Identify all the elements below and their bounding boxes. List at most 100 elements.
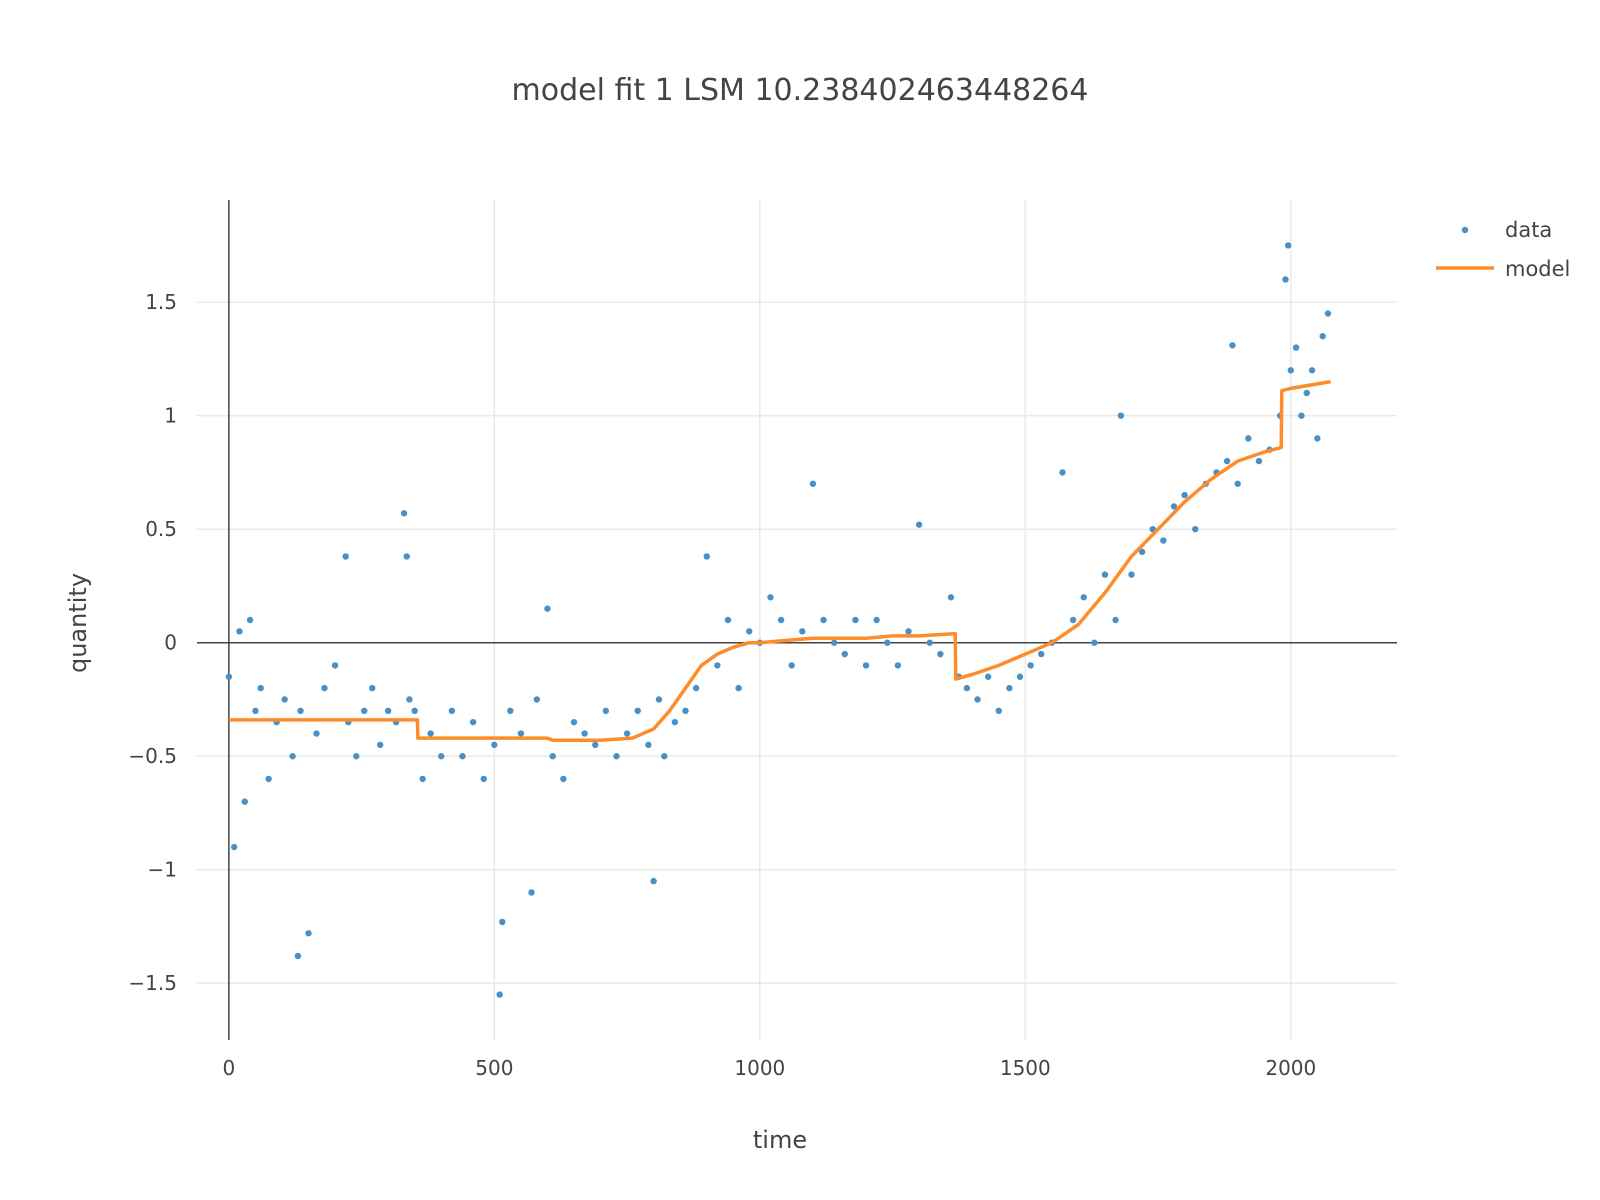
data-point bbox=[820, 616, 827, 624]
data-point bbox=[560, 775, 567, 783]
data-point bbox=[623, 730, 631, 737]
data-point bbox=[289, 753, 296, 760]
data-point bbox=[788, 662, 795, 669]
data-point bbox=[767, 594, 774, 601]
data-point bbox=[1303, 389, 1310, 397]
data-point bbox=[947, 594, 955, 601]
data-point bbox=[602, 707, 610, 715]
data-point bbox=[353, 753, 360, 760]
data-point bbox=[1091, 639, 1098, 646]
legend-data-marker bbox=[1461, 226, 1469, 234]
data-point bbox=[1229, 342, 1236, 349]
data-point bbox=[1138, 548, 1146, 556]
data-point bbox=[342, 553, 349, 560]
data-point bbox=[974, 696, 981, 703]
x-axis-title: time bbox=[753, 1126, 807, 1154]
data-point bbox=[894, 662, 902, 669]
data-point bbox=[1080, 594, 1087, 601]
y-tick-label: 1.5 bbox=[145, 290, 177, 314]
model-line bbox=[228, 379, 1331, 743]
data-point bbox=[507, 707, 514, 715]
data-point bbox=[480, 775, 487, 783]
data-point bbox=[321, 684, 328, 692]
data-point bbox=[1308, 367, 1316, 374]
data-point bbox=[1192, 525, 1199, 533]
data-point bbox=[427, 730, 434, 737]
x-tick-label: 500 bbox=[475, 1056, 513, 1080]
data-point bbox=[1016, 673, 1024, 680]
legend-data-label: data bbox=[1505, 218, 1552, 242]
data-point bbox=[963, 684, 971, 692]
data-point bbox=[419, 775, 426, 783]
data-point bbox=[1223, 457, 1231, 465]
data-point bbox=[570, 718, 578, 726]
data-point bbox=[692, 684, 700, 692]
data-point bbox=[841, 650, 848, 658]
data-point bbox=[305, 930, 312, 937]
data-point bbox=[926, 639, 933, 646]
data-point bbox=[809, 480, 817, 487]
data-point bbox=[241, 798, 248, 805]
data-point bbox=[1292, 344, 1300, 351]
data-point bbox=[411, 707, 418, 715]
data-point bbox=[1298, 412, 1305, 419]
x-axis-ticks: 0 500 1000 1500 2000 bbox=[222, 1056, 1316, 1080]
data-point bbox=[376, 741, 384, 749]
data-point bbox=[533, 696, 541, 703]
data-point bbox=[403, 553, 410, 560]
data-point bbox=[549, 753, 556, 760]
data-point bbox=[1234, 480, 1241, 487]
data-point bbox=[1170, 503, 1178, 510]
data-point bbox=[1112, 616, 1119, 624]
legend[interactable]: data model bbox=[1436, 218, 1570, 281]
data-point bbox=[400, 510, 408, 517]
data-point bbox=[714, 662, 721, 669]
data-point bbox=[613, 753, 620, 760]
data-point bbox=[995, 707, 1002, 715]
data-point bbox=[438, 753, 445, 760]
data-point bbox=[459, 753, 466, 760]
data-point bbox=[671, 718, 679, 726]
data-point bbox=[634, 707, 641, 715]
data-point bbox=[369, 684, 376, 692]
data-point bbox=[735, 684, 742, 692]
data-point bbox=[937, 650, 944, 658]
data-point bbox=[469, 718, 477, 726]
data-point bbox=[661, 753, 668, 760]
data-point bbox=[384, 707, 392, 715]
data-point bbox=[252, 707, 259, 715]
data-point bbox=[361, 707, 368, 715]
data-point bbox=[724, 616, 732, 624]
data-point bbox=[1245, 435, 1252, 442]
data-point bbox=[265, 775, 272, 783]
y-tick-label: 1 bbox=[164, 404, 177, 428]
data-point bbox=[655, 696, 663, 703]
data-point bbox=[313, 730, 320, 737]
grid-lines bbox=[197, 200, 1397, 1040]
data-point bbox=[544, 605, 551, 612]
data-point bbox=[236, 628, 243, 635]
data-point bbox=[225, 673, 233, 680]
data-point bbox=[1282, 276, 1289, 283]
data-point bbox=[830, 639, 838, 646]
model-series bbox=[228, 379, 1331, 743]
data-point bbox=[331, 662, 339, 669]
data-point bbox=[915, 521, 923, 528]
data-point bbox=[799, 628, 806, 635]
data-point bbox=[862, 662, 870, 669]
y-tick-label: −1 bbox=[148, 858, 177, 882]
data-point bbox=[852, 616, 859, 624]
data-point bbox=[1101, 571, 1109, 578]
data-point bbox=[491, 741, 498, 749]
x-tick-label: 0 bbox=[222, 1056, 235, 1080]
data-point bbox=[1284, 242, 1292, 249]
data-point bbox=[517, 730, 525, 737]
x-tick-label: 1500 bbox=[1000, 1056, 1051, 1080]
y-tick-label: 0.5 bbox=[145, 517, 177, 541]
data-point bbox=[777, 616, 785, 624]
data-point bbox=[448, 707, 456, 715]
data-point bbox=[1038, 650, 1045, 658]
data-point bbox=[1181, 491, 1188, 499]
data-point bbox=[1255, 457, 1263, 465]
data-point bbox=[1006, 684, 1013, 692]
